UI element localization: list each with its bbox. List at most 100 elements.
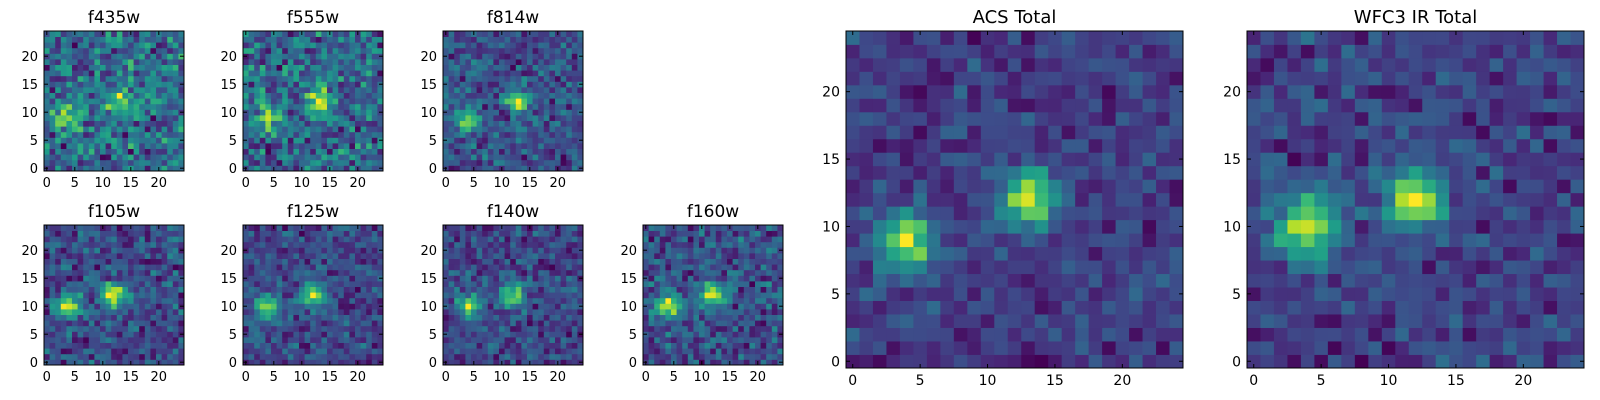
heatmap-cell (355, 131, 361, 138)
heatmap-cell (913, 219, 928, 234)
heatmap-cell (343, 303, 350, 310)
heatmap-cell (265, 115, 272, 121)
heatmap-cell (349, 303, 356, 310)
heatmap-cell (304, 31, 311, 37)
heatmap-cell (521, 159, 528, 166)
heatmap-cell (105, 154, 112, 161)
heatmap-cell (299, 154, 305, 161)
heatmap-cell (293, 36, 300, 43)
heatmap-cell (178, 241, 185, 248)
heatmap-cell (66, 42, 73, 49)
heatmap-cell (299, 87, 305, 93)
heatmap-cell (276, 230, 283, 237)
heatmap-cell (371, 126, 378, 133)
heatmap-cell (715, 230, 722, 237)
heatmap-cell (1142, 179, 1157, 194)
heatmap-cell (899, 246, 914, 261)
heatmap-cell (994, 327, 1009, 342)
heatmap-cell (133, 36, 140, 43)
heatmap-cell (1034, 354, 1049, 369)
heatmap-cell (60, 258, 67, 265)
heatmap-cell (287, 120, 294, 127)
heatmap-cell (366, 42, 373, 49)
heatmap-cell (133, 247, 140, 254)
heatmap-cell (55, 320, 62, 327)
y-tick-label: 15 (620, 272, 637, 287)
heatmap-cell (122, 154, 129, 161)
heatmap-cell (515, 154, 522, 161)
heatmap-cell (482, 337, 489, 343)
heatmap-cell (448, 320, 455, 327)
heatmap-cell (265, 325, 272, 332)
heatmap-cell (532, 253, 539, 259)
heatmap-cell (482, 64, 489, 71)
heatmap-cell (72, 241, 78, 248)
heatmap-cell (532, 131, 539, 138)
heatmap-cell (1142, 192, 1157, 207)
heatmap-cell (259, 269, 266, 276)
heatmap-cell (487, 264, 494, 271)
heatmap-cell (88, 148, 95, 155)
heatmap-cell (371, 75, 378, 82)
heatmap-cell (77, 42, 84, 49)
heatmap-cell (271, 143, 277, 149)
heatmap-cell (515, 281, 522, 287)
heatmap-cell (953, 341, 968, 355)
heatmap-cell (693, 241, 700, 248)
heatmap-cell (738, 230, 745, 237)
heatmap-cell (777, 342, 784, 349)
heatmap-cell (738, 337, 745, 343)
heatmap-cell (549, 264, 556, 271)
heatmap-cell (1061, 300, 1076, 315)
heatmap-cell (1129, 341, 1143, 355)
heatmap-cell (327, 297, 333, 304)
heatmap-cell (671, 241, 677, 248)
heatmap-cell (771, 342, 778, 349)
heatmap-cell (161, 75, 168, 82)
heatmap-cell (476, 264, 483, 271)
heatmap-cell (448, 120, 455, 127)
heatmap-cell (377, 126, 384, 133)
heatmap-cell (682, 281, 689, 287)
heatmap-cell (532, 353, 539, 360)
heatmap-cell (886, 273, 901, 288)
heatmap-cell (566, 126, 573, 133)
heatmap-cell (671, 258, 677, 265)
heatmap-cell (156, 98, 162, 105)
heatmap-cell (332, 337, 339, 343)
heatmap-cell (913, 300, 928, 315)
heatmap-cell (504, 297, 511, 304)
heatmap-cell (654, 353, 661, 360)
heatmap-cell (156, 309, 162, 315)
heatmap-cell (913, 314, 928, 328)
heatmap-cell (343, 297, 350, 304)
heatmap-cell (287, 47, 294, 54)
heatmap-cell (527, 131, 533, 138)
heatmap-cell (100, 275, 106, 282)
heatmap-cell (360, 353, 367, 360)
heatmap-cell (1061, 246, 1076, 261)
heatmap-cell (732, 258, 739, 265)
heatmap-cell (1156, 179, 1170, 194)
heatmap-cell (538, 359, 545, 366)
heatmap-cell (332, 258, 339, 265)
heatmap-cell (443, 342, 449, 349)
heatmap-cell (549, 269, 556, 276)
heatmap-cell (271, 236, 277, 243)
heatmap-cell (88, 230, 95, 237)
heatmap-cell (327, 115, 333, 121)
heatmap-cell (287, 70, 294, 77)
heatmap-cell (310, 115, 317, 121)
heatmap-cell (178, 126, 185, 133)
heatmap-cell (732, 314, 739, 321)
heatmap-cell (443, 87, 449, 93)
y-tick-label: 20 (620, 244, 637, 259)
heatmap-cell (83, 225, 90, 231)
heatmap-cell (178, 131, 185, 138)
heatmap-cell (1061, 327, 1076, 342)
heatmap-cell (150, 269, 157, 276)
heatmap-cell (55, 98, 62, 105)
axes-frame (43, 30, 185, 172)
heatmap-cell (566, 75, 573, 82)
heatmap-cell (687, 258, 694, 265)
